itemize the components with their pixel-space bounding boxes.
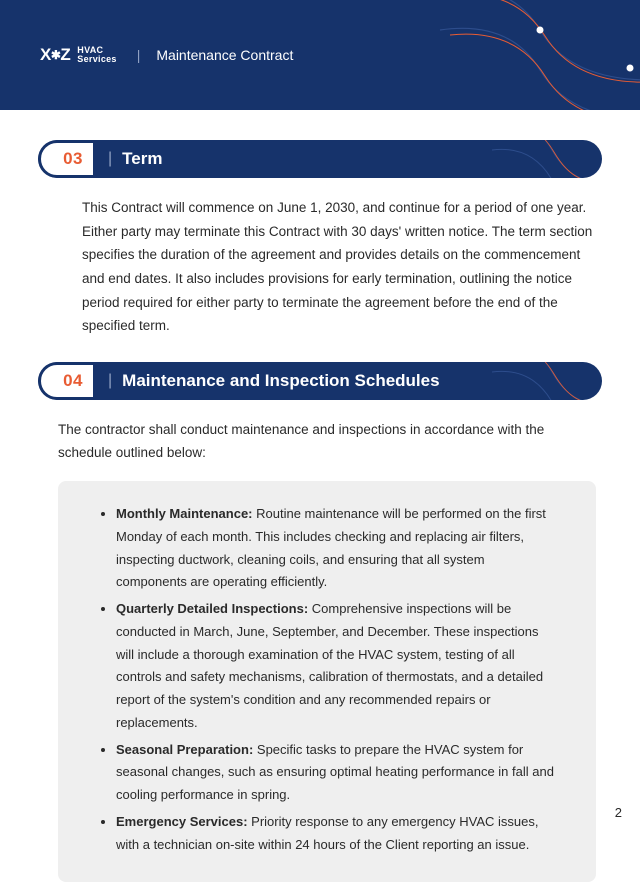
section-num-cap: 04: [38, 362, 96, 400]
item-label: Emergency Services:: [116, 814, 248, 829]
section-body-term: This Contract will commence on June 1, 2…: [38, 196, 602, 338]
section-number: 03: [63, 149, 83, 169]
section-header-maintenance: 04 | Maintenance and Inspection Schedule…: [38, 362, 602, 400]
logo-text: X✱Z: [40, 45, 71, 65]
logo-sub2: Services: [77, 55, 116, 64]
item-text: Comprehensive inspections will be conduc…: [116, 601, 543, 730]
item-label: Seasonal Preparation:: [116, 742, 253, 757]
header-divider: |: [137, 47, 141, 63]
section-body-maintenance: The contractor shall conduct maintenance…: [38, 418, 602, 465]
logo: X✱Z HVAC Services: [40, 45, 117, 65]
list-item: Quarterly Detailed Inspections: Comprehe…: [116, 598, 558, 735]
item-label: Monthly Maintenance:: [116, 506, 253, 521]
list-item: Emergency Services: Priority response to…: [116, 811, 558, 857]
item-label: Quarterly Detailed Inspections:: [116, 601, 308, 616]
header-inner: X✱Z HVAC Services | Maintenance Contract: [0, 0, 640, 110]
section-swirl-decoration: [482, 140, 602, 178]
list-item: Seasonal Preparation: Specific tasks to …: [116, 739, 558, 807]
list-item: Monthly Maintenance: Routine maintenance…: [116, 503, 558, 594]
section-title: Term: [122, 149, 162, 169]
content: 03 | Term This Contract will commence on…: [0, 110, 640, 882]
section-divider: |: [108, 150, 112, 168]
section-divider: |: [108, 372, 112, 390]
logo-z: Z: [60, 45, 71, 65]
header: X✱Z HVAC Services | Maintenance Contract: [0, 0, 640, 110]
section-num-cap: 03: [38, 140, 96, 178]
section-number: 04: [63, 371, 83, 391]
section-header-term: 03 | Term: [38, 140, 602, 178]
header-title: Maintenance Contract: [156, 47, 293, 63]
section-title: Maintenance and Inspection Schedules: [122, 371, 439, 391]
logo-subtitle: HVAC Services: [77, 46, 116, 64]
schedule-list: Monthly Maintenance: Routine maintenance…: [96, 503, 558, 856]
page-number: 2: [615, 805, 622, 820]
schedule-box: Monthly Maintenance: Routine maintenance…: [58, 481, 596, 882]
section-swirl-decoration: [482, 362, 602, 400]
